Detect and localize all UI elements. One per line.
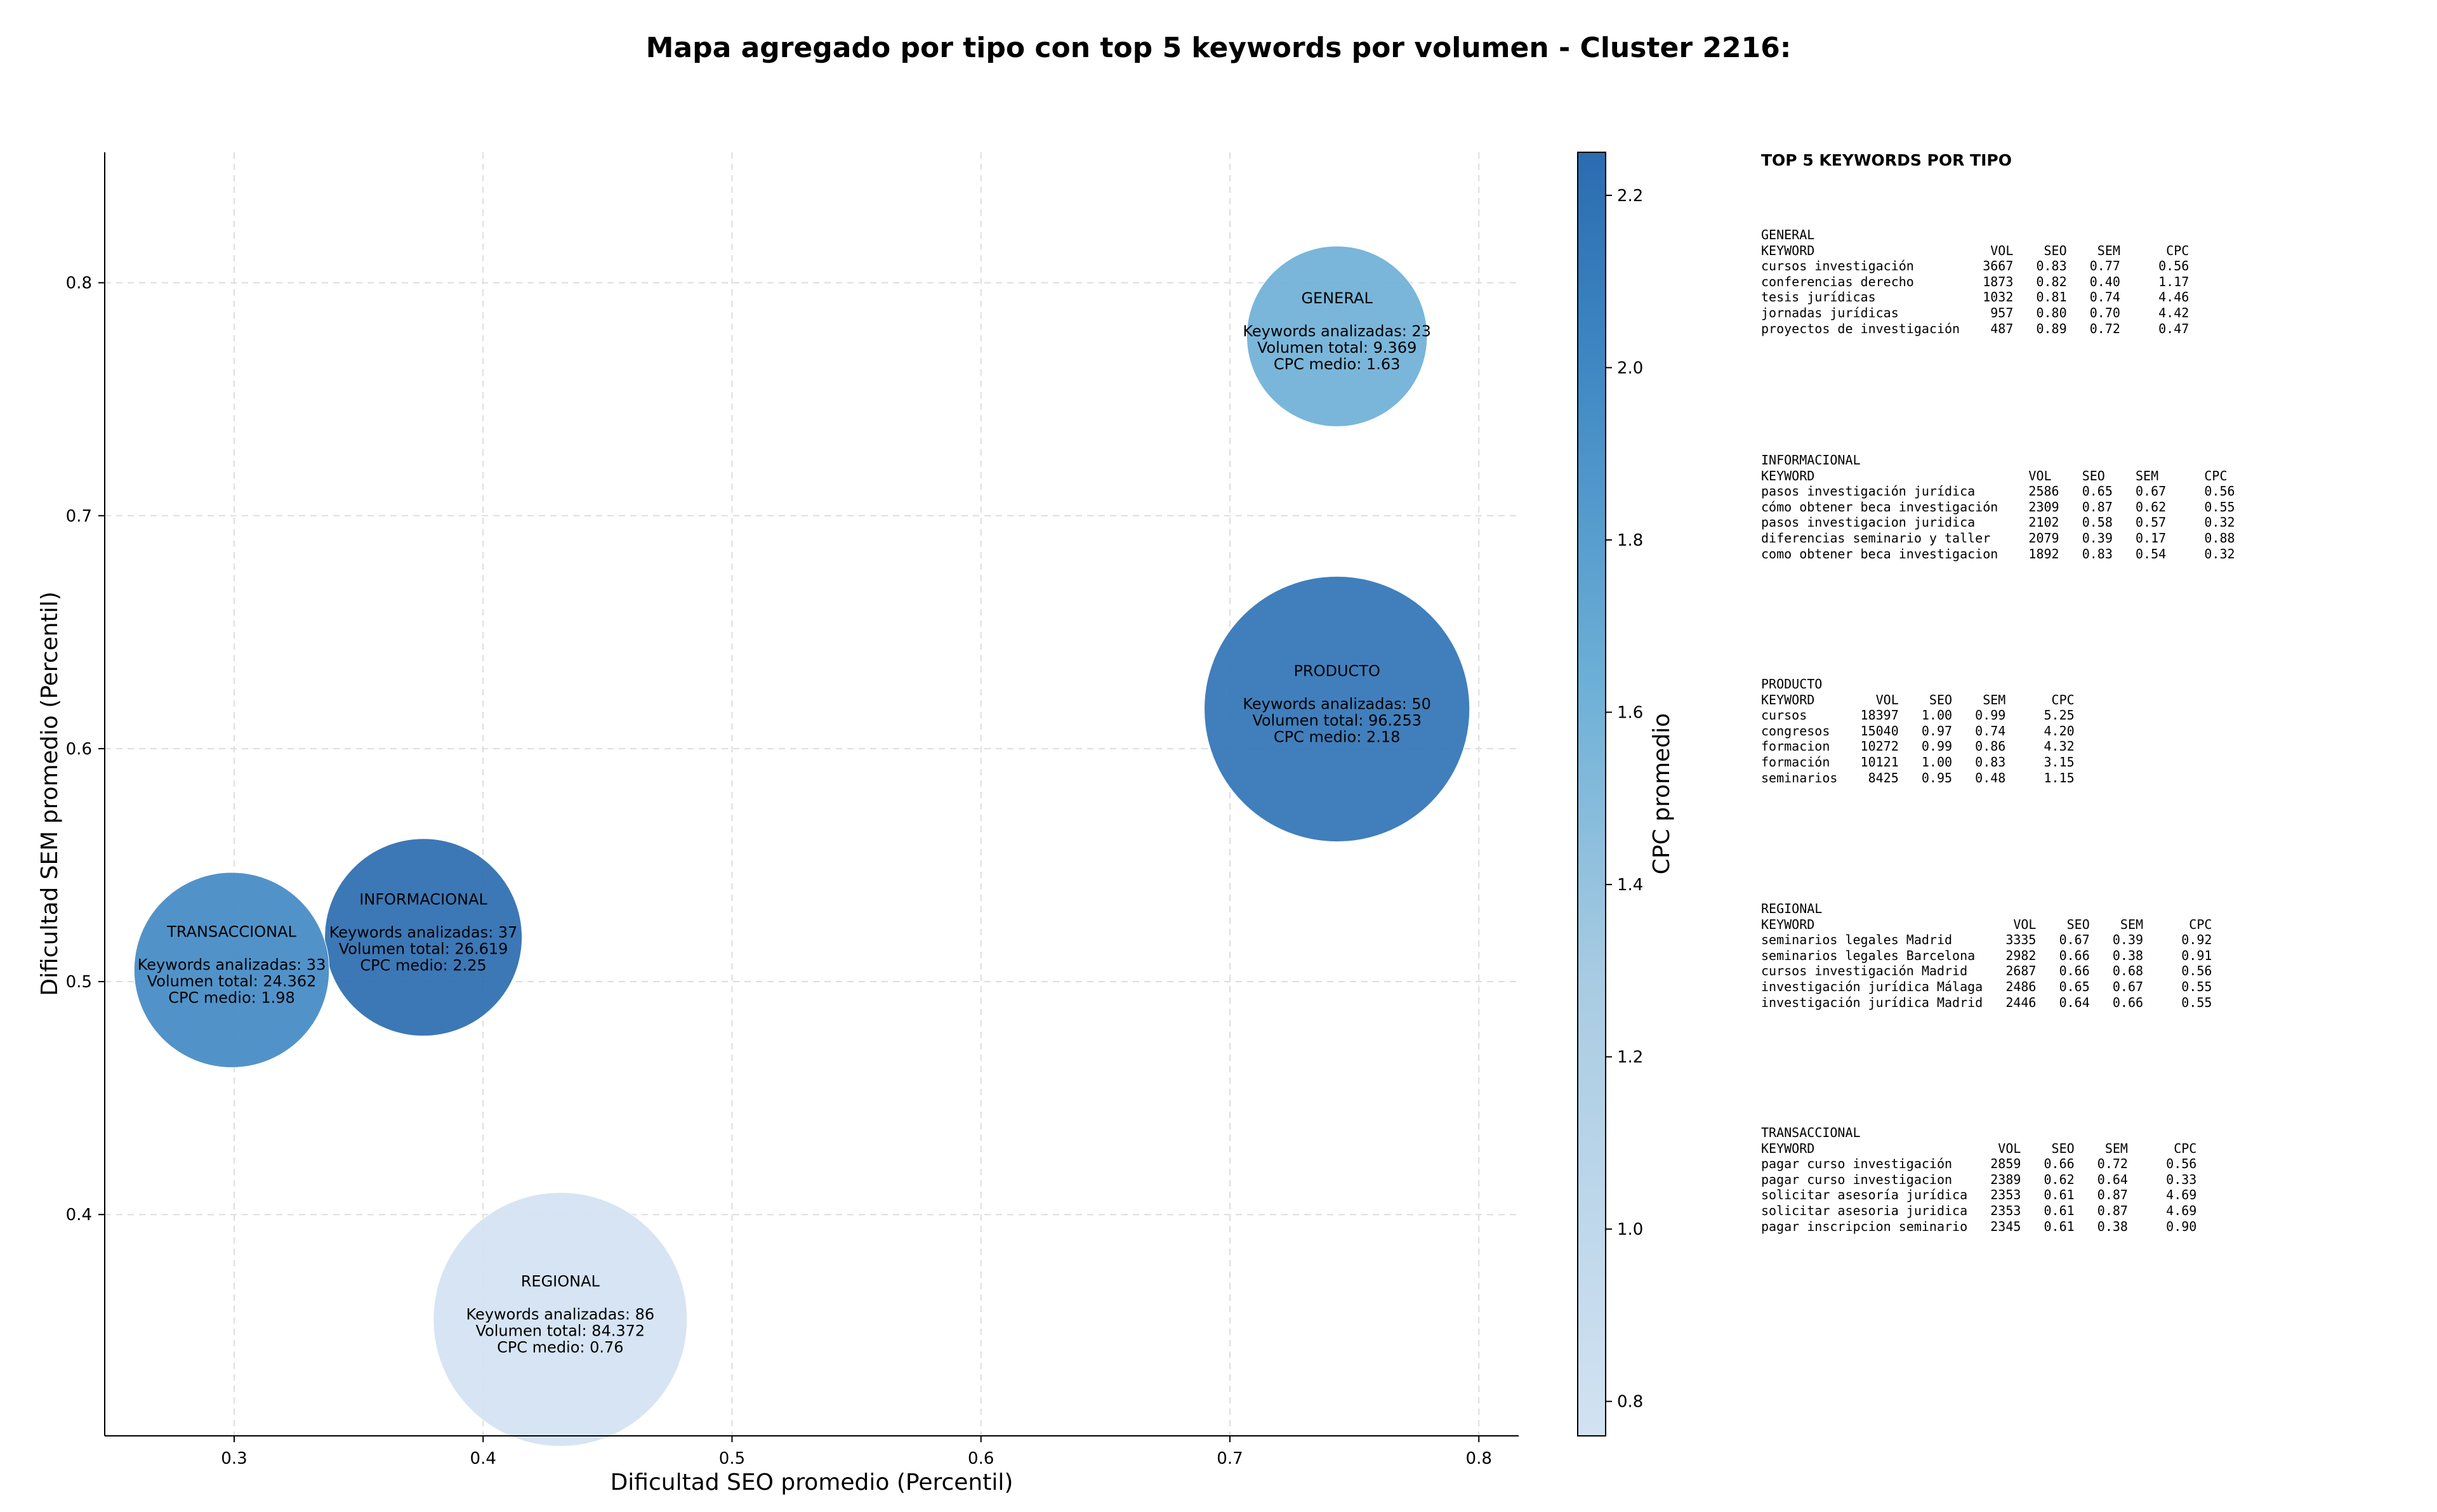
colorbar-tick-label: 1.0 (1617, 1220, 1643, 1239)
keyword-table-informacional: INFORMACIONAL KEYWORD VOL SEO SEM CPC pa… (1761, 452, 2235, 562)
keyword-table-regional: REGIONAL KEYWORD VOL SEO SEM CPC seminar… (1761, 901, 2212, 1010)
colorbar: 0.8 1.0 1.2 1.4 1.6 1.8 2.0 2.2 (1577, 152, 1643, 1436)
bubble-label: TRANSACCIONAL (166, 923, 296, 941)
bubble-stat: Volumen total: 24.362 (147, 973, 317, 990)
bubble-transaccional: TRANSACCIONAL Keywords analizadas: 33Volu… (133, 872, 330, 1068)
x-tick-label: 0.7 (1217, 1449, 1243, 1468)
bubble-stat: CPC medio: 1.98 (168, 989, 295, 1007)
keywords-panel: TOP 5 KEYWORDS POR TIPO GENERAL KEYWORD … (1761, 151, 2421, 1234)
bubble-stat: CPC medio: 0.76 (497, 1338, 624, 1356)
axes (104, 152, 1519, 1436)
y-axis-label: Dificultad SEM promedio (Percentil) (37, 591, 63, 996)
bubble-stat: CPC medio: 2.25 (360, 956, 487, 974)
bubble-stat: Volumen total: 84.372 (475, 1322, 645, 1339)
bubble-circle (433, 1192, 688, 1447)
bubble-stat: Keywords analizadas: 37 (329, 923, 518, 941)
y-tick-label: 0.8 (66, 274, 92, 293)
bubble-label: GENERAL (1301, 289, 1373, 307)
x-axis-label: Dificultad SEO promedio (Percentil) (611, 1469, 1014, 1496)
colorbar-tick-label: 1.4 (1617, 876, 1643, 895)
x-tick-label: 0.5 (719, 1449, 745, 1468)
x-ticks: 0.3 0.4 0.5 0.6 0.7 0.8 (221, 1436, 1492, 1468)
colorbar-tick-label: 0.8 (1617, 1393, 1643, 1412)
y-tick-label: 0.5 (66, 973, 92, 992)
bubble-stat: CPC medio: 2.18 (1274, 728, 1401, 746)
bubble-stat: Volumen total: 26.619 (339, 940, 508, 957)
x-tick-label: 0.8 (1466, 1449, 1492, 1468)
bubble-label: REGIONAL (521, 1272, 600, 1290)
y-tick-label: 0.7 (66, 507, 92, 526)
colorbar-label: CPC promedio (1649, 713, 1675, 874)
colorbar-gradient (1577, 152, 1606, 1436)
bubble-circle (133, 872, 330, 1068)
bubble-circle (1204, 575, 1470, 843)
bubble-circle (1246, 246, 1428, 427)
keyword-table-producto: PRODUCTO KEYWORD VOL SEO SEM CPC cursos … (1761, 676, 2075, 786)
colorbar-tick-label: 2.2 (1617, 187, 1643, 206)
bubble-circle (324, 838, 523, 1037)
colorbar-tick-label: 1.6 (1617, 704, 1643, 723)
bubble-stat: Volumen total: 9.369 (1257, 339, 1417, 357)
bubble-label: PRODUCTO (1293, 662, 1380, 680)
bubble-stat: Keywords analizadas: 86 (466, 1305, 655, 1323)
colorbar-tick-label: 1.2 (1617, 1048, 1643, 1067)
keyword-table-general: GENERAL KEYWORD VOL SEO SEM CPC cursos i… (1761, 227, 2189, 336)
y-ticks: 0.4 0.5 0.6 0.7 0.8 (66, 274, 105, 1225)
bubble-stat: CPC medio: 1.63 (1274, 355, 1401, 373)
bubble-stat: Keywords analizadas: 50 (1243, 695, 1431, 713)
bubble-stat: Keywords analizadas: 33 (138, 956, 326, 974)
x-tick-label: 0.4 (470, 1449, 496, 1468)
keywords-panel-title: TOP 5 KEYWORDS POR TIPO (1761, 151, 2012, 169)
bubble-label: INFORMACIONAL (359, 890, 487, 908)
y-tick-label: 0.6 (66, 740, 92, 759)
keyword-table-transaccional: TRANSACCIONAL KEYWORD VOL SEO SEM CPC pa… (1761, 1125, 2197, 1234)
x-tick-label: 0.6 (968, 1449, 994, 1468)
y-tick-label: 0.4 (66, 1206, 92, 1225)
chart-title: Mapa agregado por tipo con top 5 keyword… (645, 32, 1792, 64)
bubble-stat: Keywords analizadas: 23 (1243, 322, 1431, 340)
x-tick-label: 0.3 (221, 1449, 247, 1468)
colorbar-tick-label: 1.8 (1617, 531, 1643, 550)
bubble-stat: Volumen total: 96.253 (1252, 711, 1422, 729)
colorbar-tick-label: 2.0 (1617, 358, 1643, 378)
bubble-informacional: INFORMACIONAL Keywords analizadas: 37Volu… (324, 838, 523, 1037)
